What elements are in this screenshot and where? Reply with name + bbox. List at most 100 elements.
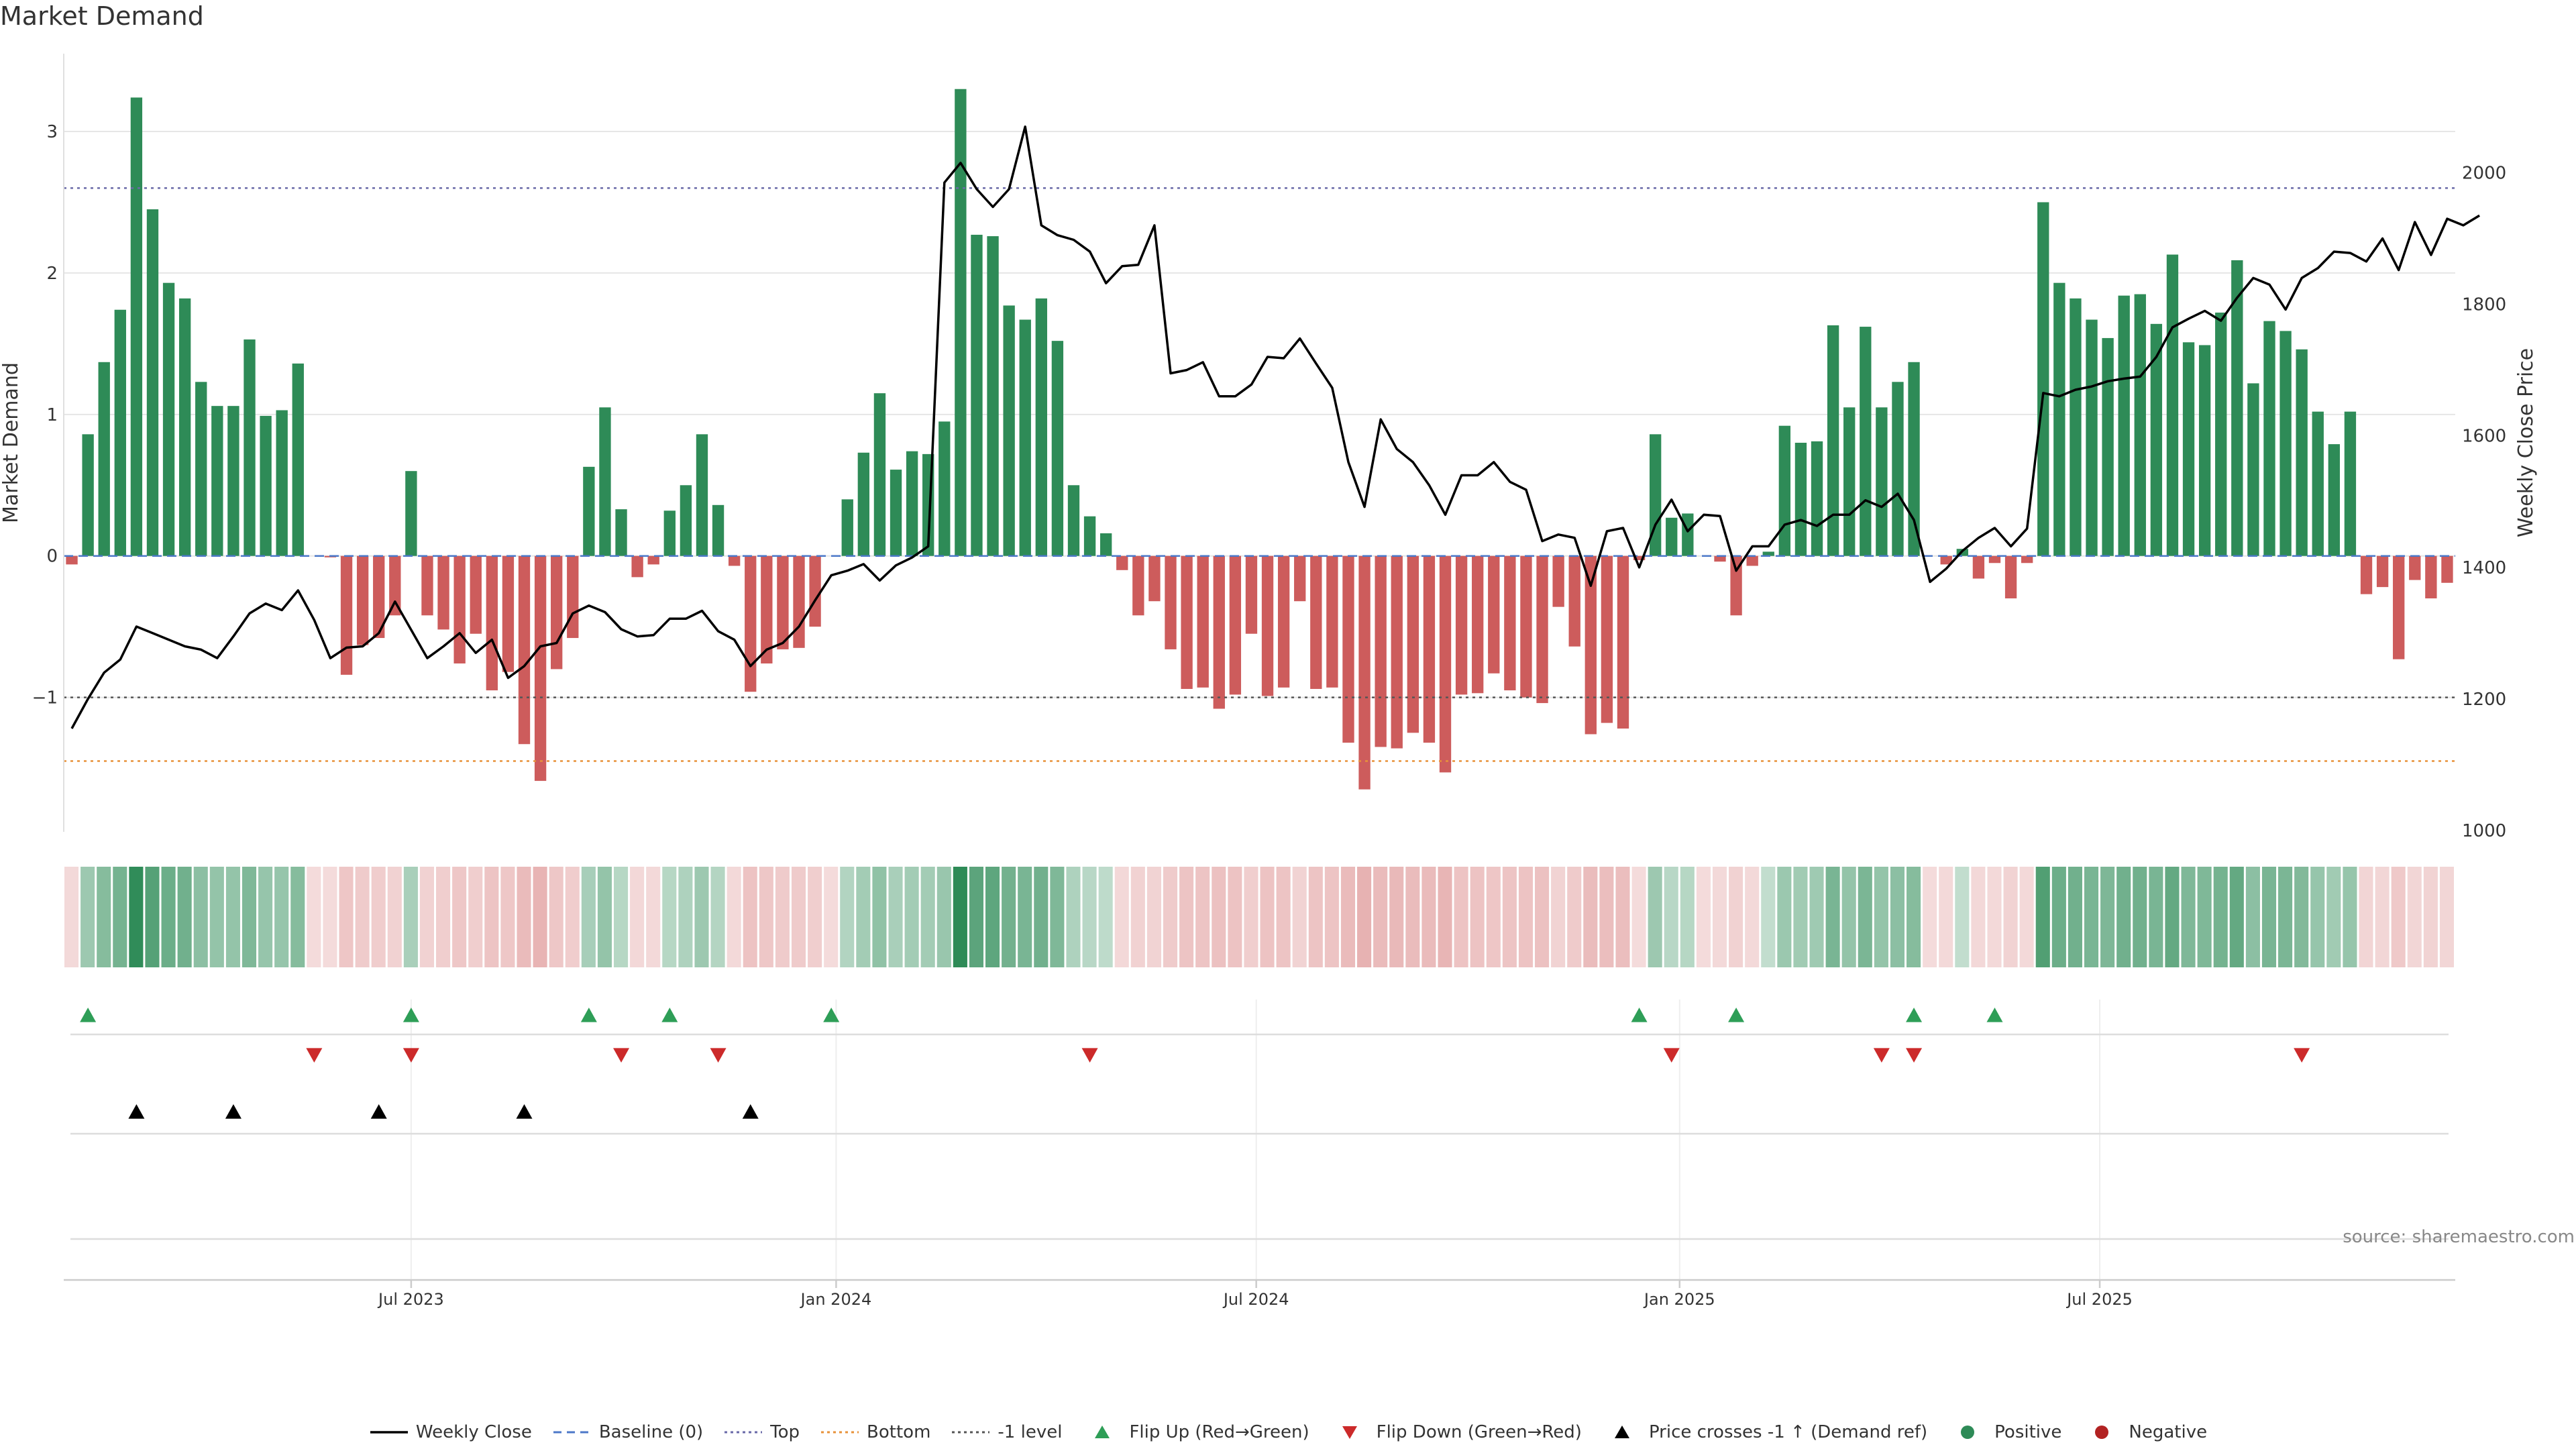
demand-bar bbox=[2037, 202, 2049, 556]
demand-bar bbox=[987, 236, 999, 556]
legend-label: Flip Up (Red→Green) bbox=[1129, 1422, 1309, 1442]
legend-item: Flip Down (Green→Red) bbox=[1330, 1422, 1582, 1442]
heat-cell bbox=[840, 867, 855, 967]
heat-cell bbox=[1034, 867, 1049, 967]
heat-cell bbox=[64, 867, 79, 967]
flip-down-marker bbox=[1873, 1048, 1890, 1063]
demand-bar bbox=[211, 406, 223, 556]
heat-cell bbox=[1002, 867, 1016, 967]
heat-cell bbox=[2084, 867, 2099, 967]
reference-lines bbox=[64, 187, 2455, 762]
heat-cell bbox=[371, 867, 386, 967]
heat-cell bbox=[791, 867, 806, 967]
demand-bar bbox=[1391, 555, 1403, 749]
heat-cell bbox=[2035, 867, 2050, 967]
legend-item: -1 level bbox=[951, 1422, 1062, 1442]
heat-cell bbox=[2343, 867, 2357, 967]
flip-down-marker bbox=[1663, 1048, 1680, 1063]
y-tick-label: 0 bbox=[46, 547, 58, 567]
demand-bar bbox=[1746, 555, 1758, 566]
heat-cell bbox=[2261, 867, 2277, 967]
demand-bar bbox=[2263, 321, 2275, 556]
demand-bar bbox=[1585, 555, 1597, 735]
demand-bar bbox=[2182, 342, 2195, 556]
demand-bar bbox=[502, 555, 515, 672]
heat-cell bbox=[2310, 867, 2325, 967]
heat-cell bbox=[2326, 867, 2341, 967]
demand-bar bbox=[470, 555, 482, 634]
flip-down-marker bbox=[2294, 1048, 2310, 1063]
heat-cell bbox=[1729, 867, 1743, 967]
flip-up-marker bbox=[1986, 1008, 2003, 1022]
legend-label: Price crosses -1 ↑ (Demand ref) bbox=[1648, 1422, 1928, 1442]
demand-bar bbox=[1892, 382, 1904, 556]
source-label: source: sharemaestro.com bbox=[2343, 1227, 2575, 1247]
demand-bar bbox=[1051, 341, 1064, 556]
demand-bar bbox=[1245, 555, 1258, 634]
heat-cell bbox=[1858, 867, 1872, 967]
heat-cell bbox=[1163, 867, 1178, 967]
y2-tick-label: 2000 bbox=[2462, 163, 2506, 183]
heat-cell bbox=[2181, 867, 2196, 967]
heat-cell bbox=[2213, 867, 2228, 967]
demand-bar bbox=[1860, 327, 1872, 556]
heat-cell bbox=[500, 867, 515, 967]
heat-cell bbox=[727, 867, 741, 967]
heat-cell bbox=[1631, 867, 1646, 967]
demand-bar bbox=[615, 509, 627, 556]
demand-bar bbox=[1148, 555, 1161, 602]
demand-bar bbox=[1261, 555, 1274, 696]
flip-down-marker bbox=[306, 1048, 323, 1063]
demand-bar bbox=[809, 555, 821, 627]
heat-cell bbox=[339, 867, 354, 967]
legend-label: Flip Down (Green→Red) bbox=[1376, 1422, 1582, 1442]
weekly-close-series bbox=[70, 125, 2481, 729]
chart-title: Market Demand bbox=[0, 1, 204, 31]
demand-bar bbox=[1488, 555, 1500, 674]
demand-bar bbox=[1730, 555, 1742, 616]
heat-cell bbox=[2407, 867, 2422, 967]
heat-cell bbox=[1179, 867, 1194, 967]
heat-cell bbox=[904, 867, 919, 967]
legend-label: Positive bbox=[1994, 1422, 2062, 1442]
demand-bar bbox=[98, 362, 110, 556]
demand-bar bbox=[1504, 555, 1516, 691]
demand-bar bbox=[890, 470, 902, 556]
demand-bar bbox=[1682, 513, 1694, 556]
demand-bars bbox=[66, 89, 2453, 790]
demand-bar bbox=[567, 555, 579, 639]
legend-item: Positive bbox=[1947, 1422, 2061, 1442]
heat-cell bbox=[1987, 867, 2002, 967]
demand-bar bbox=[292, 363, 304, 556]
demand-bar bbox=[1067, 485, 1080, 556]
heat-cell bbox=[1841, 867, 1856, 967]
demand-bar bbox=[712, 504, 724, 556]
flip-up-marker bbox=[1906, 1008, 1923, 1022]
demand-bar bbox=[1601, 555, 1613, 723]
demand-bar bbox=[1762, 551, 1774, 556]
demand-bar bbox=[1972, 555, 1985, 579]
heat-cell bbox=[1615, 867, 1630, 967]
heat-cell bbox=[2423, 867, 2438, 967]
demand-bar bbox=[1649, 434, 1662, 556]
legend-label: -1 level bbox=[998, 1422, 1063, 1442]
heat-cell bbox=[1114, 867, 1129, 967]
demand-bar bbox=[1843, 407, 1856, 556]
heat-cell bbox=[710, 867, 725, 967]
heat-cell bbox=[630, 867, 645, 967]
demand-bar bbox=[1310, 555, 1322, 689]
heat-cell bbox=[2165, 867, 2180, 967]
legend-item: Top bbox=[723, 1422, 800, 1442]
demand-bar bbox=[2328, 444, 2341, 556]
heat-cell bbox=[1276, 867, 1291, 967]
price-cross-marker bbox=[370, 1104, 387, 1119]
heat-cell bbox=[2359, 867, 2373, 967]
demand-bar bbox=[1326, 555, 1338, 688]
demand-bar bbox=[1375, 555, 1387, 747]
demand-bar bbox=[2279, 331, 2292, 556]
legend-label: Negative bbox=[2129, 1422, 2208, 1442]
y2-tick-label: 1800 bbox=[2462, 295, 2506, 315]
x-tick-label: Jan 2024 bbox=[800, 1290, 872, 1309]
heat-cell bbox=[129, 867, 144, 967]
heat-cell bbox=[290, 867, 305, 967]
